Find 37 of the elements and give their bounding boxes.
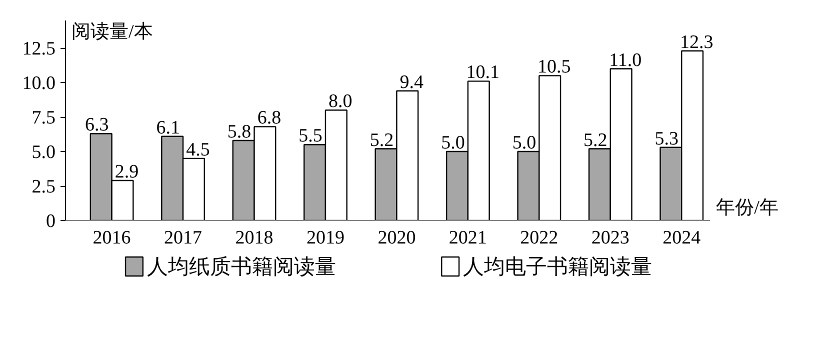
y-tick-label: 5.0 — [32, 142, 56, 164]
data-label: 5.0 — [441, 132, 465, 154]
data-label: 12.3 — [680, 32, 714, 53]
data-label: 8.0 — [328, 91, 352, 112]
x-tick-label: 2020 — [378, 228, 416, 248]
y-tick-label: 2.5 — [32, 176, 56, 198]
data-label: 4.5 — [186, 139, 210, 160]
data-label: 6.3 — [84, 114, 109, 136]
data-label: 6.1 — [156, 117, 180, 138]
y-tick-label: 0 — [46, 211, 56, 232]
data-label: 5.3 — [654, 128, 679, 150]
legend-label: 人均纸质书籍阅读量 — [147, 254, 336, 278]
x-tick-label: 2022 — [520, 228, 558, 248]
x-tick-label: 2017 — [164, 228, 202, 248]
x-tick-label: 2018 — [235, 228, 274, 248]
data-label: 6.8 — [257, 108, 282, 129]
x-tick-label: 2019 — [306, 228, 344, 248]
x-tick-label: 2023 — [591, 228, 630, 248]
y-tick-label: 10.0 — [22, 73, 56, 94]
x-tick-label: 2016 — [92, 228, 131, 248]
data-label: 5.0 — [512, 132, 536, 154]
y-axis-title: 阅读量/本 — [72, 22, 153, 42]
y-tick-label: 7.5 — [32, 108, 56, 129]
data-label: 5.8 — [227, 122, 252, 142]
data-label: 10.5 — [537, 56, 571, 78]
x-axis-title: 年份/年 — [716, 198, 778, 218]
data-label: 5.2 — [370, 130, 394, 151]
data-label: 9.4 — [400, 72, 424, 93]
y-tick-label: 12.5 — [22, 38, 56, 60]
data-label: 11.0 — [609, 50, 642, 71]
data-label: 5.5 — [298, 126, 322, 147]
data-label: 2.9 — [114, 162, 139, 182]
x-tick-label: 2021 — [448, 228, 487, 248]
x-tick-label: 2024 — [662, 228, 702, 248]
data-label: 10.1 — [466, 62, 500, 84]
legend-label: 人均电子书籍阅读量 — [463, 254, 652, 278]
data-label: 5.2 — [584, 130, 608, 151]
